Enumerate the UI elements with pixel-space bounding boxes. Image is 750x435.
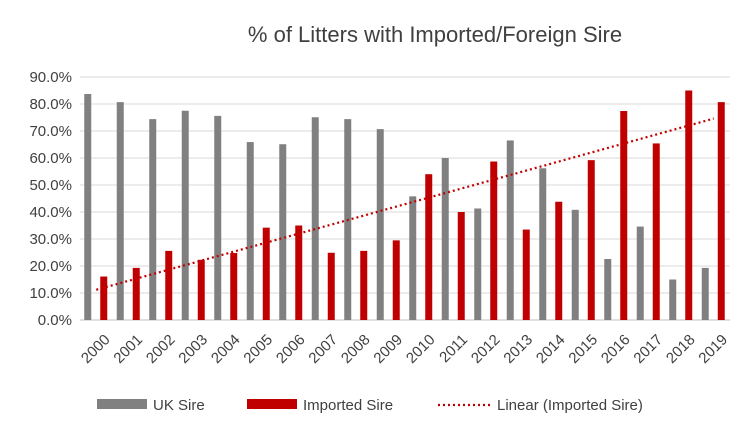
x-tick-label: 2004 xyxy=(208,331,244,367)
bar-uk-sire xyxy=(376,129,384,320)
y-tick-label: 30.0% xyxy=(29,231,72,248)
bar-uk-sire xyxy=(636,226,644,320)
bar-uk-sire xyxy=(539,168,547,320)
bar-uk-sire xyxy=(506,140,514,320)
x-tick-label: 2009 xyxy=(370,331,406,367)
y-tick-label: 10.0% xyxy=(29,285,72,302)
bar-uk-sire xyxy=(604,258,612,320)
legend-swatch-imported-sire xyxy=(247,399,297,409)
y-tick-label: 60.0% xyxy=(29,150,72,167)
bar-uk-sire xyxy=(149,119,157,321)
x-tick-label: 2006 xyxy=(273,331,309,367)
bar-uk-sire xyxy=(214,115,222,320)
bar-imported-sire xyxy=(620,111,628,321)
x-tick-label: 2003 xyxy=(175,331,211,367)
y-tick-label: 20.0% xyxy=(29,258,72,275)
bar-imported-sire xyxy=(392,240,400,320)
bar-imported-sire xyxy=(132,267,140,320)
x-tick-label: 2007 xyxy=(305,331,341,367)
y-tick-label: 50.0% xyxy=(29,177,72,194)
bar-imported-sire xyxy=(230,253,238,320)
bar-imported-sire xyxy=(587,160,595,320)
bar-imported-sire xyxy=(262,227,270,320)
legend-label-imported-sire: Imported Sire xyxy=(303,397,393,414)
bar-imported-sire xyxy=(327,252,335,320)
bar-uk-sire xyxy=(409,196,417,320)
legend-swatch-uk-sire xyxy=(97,399,147,409)
trendline xyxy=(95,117,715,291)
y-tick-label: 70.0% xyxy=(29,123,72,140)
x-tick-label: 2019 xyxy=(695,331,731,367)
x-tick-label: 2012 xyxy=(468,331,504,367)
x-tick-label: 2001 xyxy=(110,331,146,367)
x-tick-label: 2018 xyxy=(663,331,699,367)
y-tick-label: 40.0% xyxy=(29,204,72,221)
bar-imported-sire xyxy=(100,276,108,320)
x-tick-label: 2010 xyxy=(403,331,439,367)
bar-uk-sire xyxy=(246,142,254,320)
x-tick-label: 2005 xyxy=(240,331,276,367)
bar-uk-sire xyxy=(474,208,482,320)
legend-label-trendline: Linear (Imported Sire) xyxy=(497,397,643,414)
bar-uk-sire xyxy=(669,279,677,320)
chart-title: % of Litters with Imported/Foreign Sire xyxy=(247,22,623,47)
y-tick-label: 0.0% xyxy=(38,312,72,329)
x-tick-label: 2008 xyxy=(338,331,374,367)
bar-imported-sire xyxy=(425,174,433,320)
x-tick-label: 2013 xyxy=(500,331,536,367)
bar-uk-sire xyxy=(84,94,92,320)
bar-imported-sire xyxy=(295,225,303,320)
bar-uk-sire xyxy=(701,267,709,320)
x-tick-label: 2011 xyxy=(436,331,471,366)
bar-imported-sire xyxy=(685,90,693,320)
bar-uk-sire xyxy=(279,144,287,320)
x-tick-label: 2002 xyxy=(143,331,179,367)
y-tick-label: 90.0% xyxy=(29,69,72,86)
bar-imported-sire xyxy=(652,143,660,320)
bar-uk-sire xyxy=(181,110,189,320)
bar-imported-sire xyxy=(555,201,563,320)
legend-label-uk-sire: UK Sire xyxy=(153,397,205,414)
x-tick-label: 2015 xyxy=(565,331,601,367)
bar-imported-sire xyxy=(165,250,173,320)
bar-imported-sire xyxy=(197,259,205,320)
bar-imported-sire xyxy=(717,102,725,320)
x-tick-label: 2014 xyxy=(533,331,569,367)
bar-imported-sire xyxy=(522,229,530,320)
x-tick-label: 2000 xyxy=(78,331,114,367)
bar-imported-sire xyxy=(490,161,498,320)
bar-imported-sire xyxy=(360,250,368,320)
y-tick-label: 80.0% xyxy=(29,96,72,113)
bar-uk-sire xyxy=(311,117,319,320)
x-tick-label: 2016 xyxy=(598,331,634,367)
bar-imported-sire xyxy=(457,212,465,320)
x-tick-label: 2017 xyxy=(630,331,666,367)
bar-uk-sire xyxy=(571,209,579,320)
bar-uk-sire xyxy=(441,158,449,320)
bar-uk-sire xyxy=(116,102,124,320)
